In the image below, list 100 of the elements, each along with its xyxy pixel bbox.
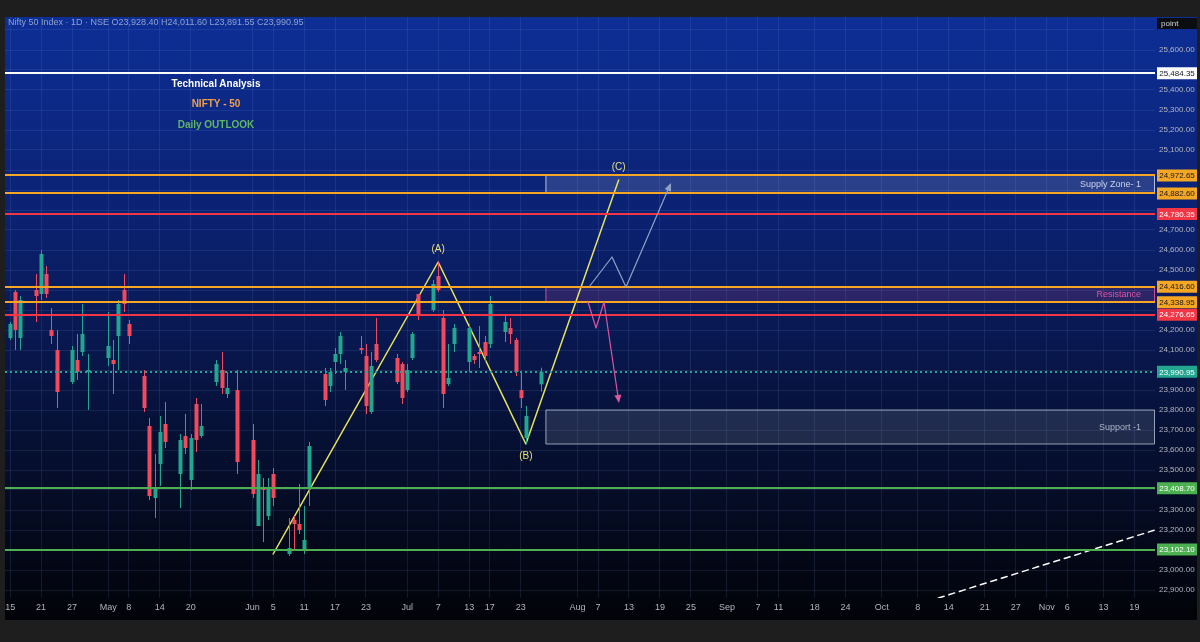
y-tick-label: 25,300.00 <box>1159 105 1196 115</box>
y-tick-label: 23,600.00 <box>1159 445 1196 455</box>
y-tick-label: 23,800.00 <box>1159 405 1196 415</box>
y-tick-label: 24,100.00 <box>1159 345 1196 355</box>
y-tick-label: 25,100.00 <box>1159 145 1196 155</box>
annotation: (C) <box>611 160 626 172</box>
candlestick <box>34 273 39 323</box>
candlestick <box>153 453 158 519</box>
annotation: (A) <box>431 242 445 254</box>
x-tick-label: 7 <box>755 601 761 612</box>
x-tick-label: 20 <box>185 601 196 612</box>
candlestick <box>338 331 343 365</box>
text: NIFTY - 50 <box>191 97 241 109</box>
x-tick-label: 27 <box>67 601 78 612</box>
y-tick-label: 23,500.00 <box>1159 465 1196 475</box>
x-tick-label: 25 <box>685 601 696 612</box>
y-tick-label: 25,200.00 <box>1159 125 1196 135</box>
annotation: Daily OUTLOOK <box>177 118 256 130</box>
y-tick-label: 23,700.00 <box>1159 425 1196 435</box>
x-tick-label: 7 <box>595 601 601 612</box>
candlestick <box>80 303 85 357</box>
candlestick <box>163 401 168 449</box>
ref-line-label: 24,972.65 <box>1159 171 1196 181</box>
x-tick-label: 14 <box>943 601 954 612</box>
x-tick-label: 17 <box>484 601 495 612</box>
ref-line-label: 23,408.70 <box>1159 483 1196 493</box>
x-tick-label: 21 <box>979 601 990 612</box>
x-tick-label: 8 <box>915 601 921 612</box>
text: Technical Analysis <box>171 77 261 89</box>
x-tick-label: 14 <box>154 601 165 612</box>
ref-line-label: 24,780.35 <box>1159 209 1196 219</box>
candlestick <box>483 335 488 363</box>
candlestick <box>452 323 457 353</box>
ref-line-label: 23,102.10 <box>1159 545 1196 555</box>
x-tick-label: 27 <box>1010 601 1021 612</box>
candlestick <box>44 265 49 299</box>
candlestick <box>271 467 276 507</box>
x-tick-label: Oct <box>874 601 890 612</box>
y-tick-label: 23,000.00 <box>1159 565 1196 575</box>
candlestick <box>199 403 204 439</box>
x-tick-label: 15 <box>5 601 16 612</box>
candlestick <box>292 515 297 551</box>
x-tick-label: 23 <box>360 601 371 612</box>
candlestick <box>127 319 132 345</box>
candlestick <box>503 315 508 343</box>
ref-line-label: 25,484.35 <box>1159 68 1196 78</box>
y-tick-label: 24,600.00 <box>1159 245 1196 255</box>
candlestick <box>49 307 54 345</box>
y-tick-label: 24,200.00 <box>1159 325 1196 335</box>
x-tick-label: 11 <box>299 601 309 612</box>
candlestick <box>220 351 225 395</box>
y-tick-label: 24,700.00 <box>1159 225 1196 235</box>
candlestick <box>477 325 482 369</box>
ref-line-label: 24,416.60 <box>1159 282 1196 292</box>
x-tick-label: Jul <box>401 601 413 612</box>
y-tick-label: 25,600.00 <box>1159 45 1196 55</box>
x-tick-label: 19 <box>1129 601 1140 612</box>
ref-line-label: 23,990.95 <box>1159 367 1196 377</box>
x-tick-label: May <box>99 601 118 612</box>
x-tick-label: 23 <box>515 601 526 612</box>
candlestick <box>297 483 302 535</box>
x-tick-label: Aug <box>569 601 586 612</box>
y-tick-label: 22,900.00 <box>1159 585 1196 595</box>
y-axis-title: point <box>1161 18 1180 28</box>
y-tick-label: 25,400.00 <box>1159 85 1196 95</box>
y-tick-label: 23,300.00 <box>1159 505 1196 515</box>
candlestick <box>302 505 307 555</box>
x-tick-label: 19 <box>654 601 665 612</box>
ref-line-label: 24,276.65 <box>1159 310 1196 320</box>
x-tick-label: 7 <box>435 601 441 612</box>
candlestick <box>75 333 80 381</box>
annotation: Nifty 50 Index · 1D · NSE O23,928.40 H24,011.60 L23,891.55 C23,990.95 <box>8 17 304 28</box>
candlestick <box>374 317 379 363</box>
y-tick-label: 23,900.00 <box>1159 385 1196 395</box>
annotation: (B) <box>519 449 533 461</box>
x-tick-label: 13 <box>1098 601 1109 612</box>
x-tick-label: Sep <box>718 601 735 612</box>
x-tick-label: 13 <box>464 601 475 612</box>
x-tick-label: 8 <box>126 601 132 612</box>
x-tick-label: 6 <box>1064 601 1070 612</box>
ref-line-label: 24,882.60 <box>1159 189 1196 199</box>
ref-line-label: 24,338.95 <box>1159 297 1196 307</box>
x-tick-label: Jun <box>245 601 260 612</box>
candlestick <box>508 317 513 345</box>
candlestick <box>111 339 116 395</box>
x-tick-label: 18 <box>809 601 820 612</box>
x-tick-label: 13 <box>623 601 634 612</box>
band-label: Support -1 <box>1098 421 1141 432</box>
x-tick-label: 17 <box>330 601 341 612</box>
x-tick-label: 21 <box>36 601 47 612</box>
candlestick <box>410 331 415 361</box>
x-tick-label: Nov <box>1038 601 1056 612</box>
candlestick <box>183 413 188 455</box>
x-tick-label: 11 <box>773 601 784 612</box>
candlestick <box>106 311 111 367</box>
x-tick-label: 24 <box>840 601 851 612</box>
y-tick-label: 23,200.00 <box>1159 525 1196 535</box>
candlestick <box>524 405 529 445</box>
y-tick-label: 24,500.00 <box>1159 265 1196 275</box>
x-tick-label: 5 <box>270 601 276 612</box>
